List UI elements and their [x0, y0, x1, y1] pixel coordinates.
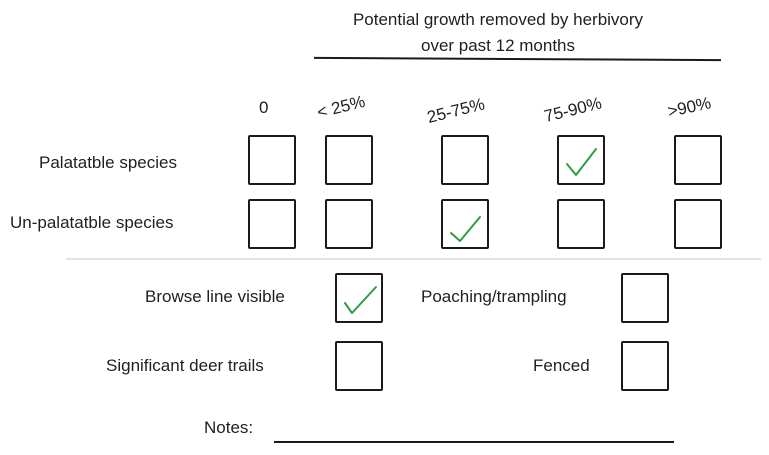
checkbox-palatable-0[interactable]	[248, 135, 296, 185]
column-label-0: 0	[259, 98, 269, 117]
label-poaching: Poaching/trampling	[421, 287, 567, 306]
checkbox-unpalatable-0[interactable]	[248, 199, 296, 249]
checkbox-unpalatable-gt90[interactable]	[674, 199, 722, 249]
label-browse-line: Browse line visible	[145, 287, 285, 306]
checkmark-icon	[566, 148, 597, 176]
checkbox-palatable-gt90[interactable]	[674, 135, 722, 185]
row-label-unpalatable: Un-palatatble species	[10, 213, 174, 232]
checkbox-unpalatable-75-90[interactable]	[557, 199, 605, 249]
section-divider	[66, 258, 761, 260]
checkbox-palatable-75-90[interactable]	[557, 135, 605, 185]
row-label-palatable: Palatatble species	[39, 153, 177, 172]
checkbox-deer-trails[interactable]	[335, 341, 383, 391]
header-underline	[313, 56, 722, 62]
header-title-line2: over past 12 months	[420, 36, 576, 55]
notes-input-line[interactable]	[274, 441, 674, 443]
checkbox-palatable-25-75[interactable]	[441, 135, 489, 185]
header-title-line1: Potential growth removed by herbivory	[352, 10, 644, 29]
notes-label: Notes:	[204, 418, 254, 437]
checkmark-icon	[450, 216, 481, 242]
column-label-25-75: 25-75%	[425, 94, 487, 128]
label-fenced: Fenced	[533, 356, 590, 375]
checkbox-unpalatable-25-75[interactable]	[441, 199, 489, 249]
checkbox-browse-line[interactable]	[335, 273, 383, 323]
checkbox-fenced[interactable]	[621, 341, 669, 391]
label-deer-trails: Significant deer trails	[106, 356, 264, 375]
column-label-lt25: < 25%	[315, 91, 367, 123]
checkbox-palatable-lt25[interactable]	[325, 135, 373, 185]
column-label-75-90: 75-90%	[542, 93, 604, 127]
column-label-gt90: >90%	[665, 93, 713, 122]
checkbox-unpalatable-lt25[interactable]	[325, 199, 373, 249]
checkmark-icon	[344, 286, 377, 314]
checkbox-poaching[interactable]	[621, 273, 669, 323]
